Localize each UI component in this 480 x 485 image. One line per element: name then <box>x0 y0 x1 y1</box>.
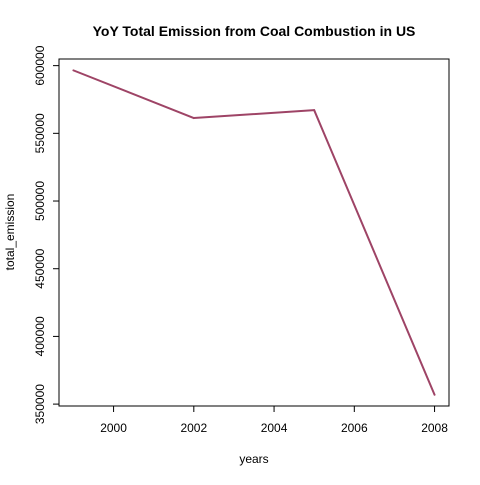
chart-title: YoY Total Emission from Coal Combustion … <box>93 23 416 39</box>
series-line-segment <box>313 109 436 396</box>
y-tick-label: 600000 <box>33 45 47 85</box>
series-line-segment <box>192 109 316 120</box>
y-tick-label: 450000 <box>33 248 47 288</box>
x-tick-label: 2008 <box>421 421 448 435</box>
series-layer <box>72 69 436 396</box>
x-tick-label: 2006 <box>341 421 368 435</box>
y-axis: 350000 400000 450000 500000 550000 600000 <box>33 45 59 424</box>
y-tick-label: 400000 <box>33 316 47 356</box>
y-tick-label: 550000 <box>33 113 47 153</box>
y-tick-label: 500000 <box>33 181 47 221</box>
x-axis-title: years <box>239 452 268 466</box>
y-axis-title: total_emission <box>3 194 17 271</box>
x-tick-label: 2002 <box>180 421 207 435</box>
plot-frame <box>58 58 450 407</box>
series-line-segment <box>72 69 195 120</box>
x-tick-label: 2004 <box>261 421 288 435</box>
x-axis: 2000 2002 2004 2006 2008 <box>100 406 448 435</box>
x-tick-label: 2000 <box>100 421 127 435</box>
y-tick-label: 350000 <box>33 384 47 424</box>
